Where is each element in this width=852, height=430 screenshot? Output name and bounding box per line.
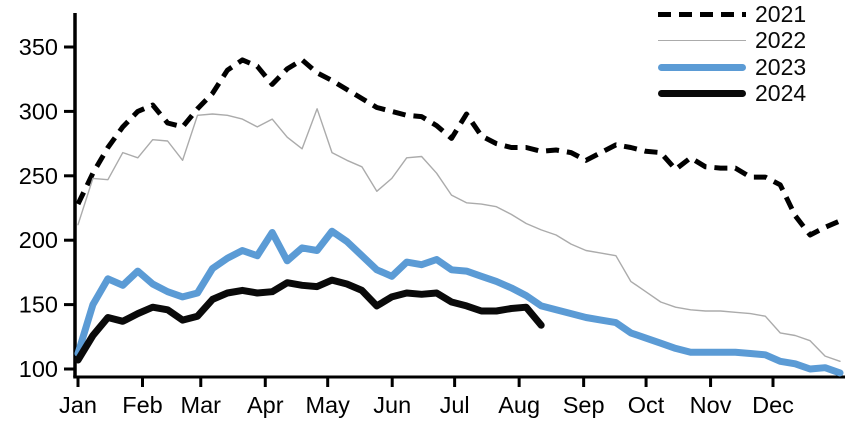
chart-legend: 2021 2022 2023 2024 — [658, 1, 806, 107]
legend-label-2023: 2023 — [755, 53, 807, 80]
legend-label-2022: 2022 — [755, 27, 807, 54]
series-line-2023 — [74, 227, 844, 377]
x-tick-label: Jul — [440, 392, 470, 418]
legend-item-2022: 2022 — [658, 28, 806, 55]
y-tick-label: 200 — [19, 227, 58, 253]
x-tick-label: Feb — [122, 392, 163, 418]
x-tick-label: Mar — [181, 392, 222, 418]
legend-line-sample-black-icon — [658, 90, 746, 98]
y-tick-label: 250 — [19, 163, 58, 189]
x-tick-label: Jun — [373, 392, 411, 418]
legend-item-2021: 2021 — [658, 1, 806, 28]
legend-item-2023: 2023 — [658, 54, 806, 81]
legend-line-sample-dashed-icon — [658, 11, 746, 17]
x-tick-label: Oct — [628, 392, 665, 418]
y-tick-label: 100 — [19, 356, 58, 382]
legend-item-2024: 2024 — [658, 81, 806, 108]
y-tick-label: 300 — [19, 98, 58, 124]
y-tick-label: 150 — [19, 292, 58, 318]
series-line-2022 — [77, 108, 841, 362]
series-line-2021 — [75, 57, 841, 238]
x-tick-label: Apr — [247, 392, 284, 418]
x-tick-label: Dec — [752, 392, 794, 418]
x-tick-label: Nov — [690, 392, 732, 418]
series-line-2024 — [74, 276, 545, 364]
x-tick-label: Jan — [59, 392, 97, 418]
x-tick-label: Aug — [498, 392, 540, 418]
legend-line-sample-thin-icon — [658, 40, 746, 42]
x-tick-label: Sep — [563, 392, 605, 418]
y-tick-label: 350 — [19, 34, 58, 60]
legend-label-2024: 2024 — [755, 80, 807, 107]
x-tick-label: May — [305, 392, 350, 418]
legend-label-2021: 2021 — [755, 0, 807, 27]
legend-line-sample-blue-icon — [658, 63, 746, 71]
